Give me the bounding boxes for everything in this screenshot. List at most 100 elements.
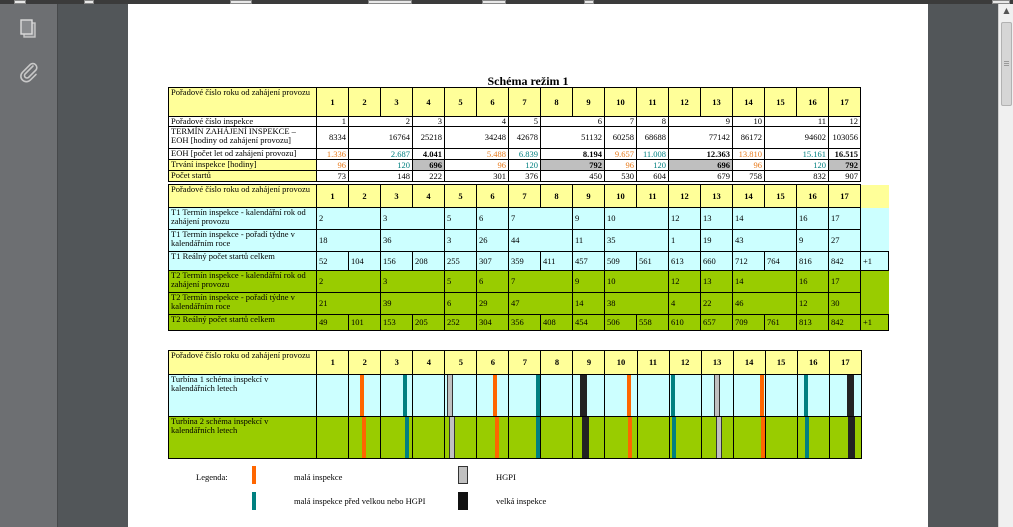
- minor-inspection-marker: [360, 375, 365, 416]
- table-cell: 12: [796, 292, 829, 315]
- table-cell: 96: [604, 159, 637, 171]
- table-cell: 44: [508, 229, 573, 252]
- year-cell: [732, 374, 766, 417]
- table-cell: 16.515: [828, 148, 861, 160]
- table-row: Trvání inspekce [hodiny] 96 120 696 96 120 79…: [168, 159, 861, 171]
- turbine-schema-table: Pořadové číslo roku od zahájení provozu …: [167, 350, 863, 459]
- table-cell: 509: [604, 251, 637, 271]
- year-header-cell: 16: [796, 184, 829, 208]
- scrollbar-thumb[interactable]: [1001, 22, 1012, 106]
- year-header-cell: 4: [412, 87, 445, 117]
- table-cell: 792: [540, 159, 605, 171]
- row-label: Pořadové číslo inspekce: [168, 116, 317, 127]
- minor-before-major-marker: [403, 375, 408, 416]
- table-cell: 9.657: [604, 148, 637, 160]
- table-cell: 4: [668, 292, 701, 315]
- table-cell: 530: [604, 170, 637, 182]
- year-header-cell: 8: [540, 184, 573, 208]
- year-header-cell: 4: [412, 350, 446, 375]
- year-header-cell: 1: [316, 184, 349, 208]
- page-number-input[interactable]: [230, 0, 252, 4]
- table-cell: +1: [860, 251, 889, 271]
- table-cell: 11: [764, 116, 829, 127]
- viewer-background: [928, 4, 998, 527]
- year-header-cell: 13: [700, 87, 733, 117]
- year-header-cell: 15: [764, 184, 797, 208]
- year-header-cell: 13: [700, 350, 734, 375]
- table-cell: 43: [732, 229, 797, 252]
- table-cell: 120: [508, 159, 541, 171]
- year-cell: [668, 374, 702, 417]
- table-cell: 6.839: [508, 148, 541, 160]
- table-cell: 5: [444, 207, 477, 230]
- hgpi-marker: [449, 417, 456, 458]
- viewer-background: [59, 4, 128, 527]
- toolbar-button[interactable]: [584, 0, 594, 4]
- paperclip-icon[interactable]: [17, 60, 41, 84]
- table-cell: 14: [732, 207, 797, 230]
- year-header-cell: 1: [316, 350, 350, 375]
- table-cell: 77142: [668, 126, 733, 149]
- table-cell: 60258: [604, 126, 637, 149]
- table-cell: 561: [636, 251, 669, 271]
- year-header-cell: 7: [508, 350, 542, 375]
- table-cell: 11: [572, 229, 605, 252]
- table-cell: 51132: [540, 126, 605, 149]
- table-cell: 86172: [732, 126, 765, 149]
- legend-label-hgpi: HGPI: [496, 472, 516, 482]
- hgpi-marker: [713, 375, 720, 416]
- table-cell: 29: [476, 292, 509, 315]
- table-cell: 208: [412, 251, 445, 271]
- grip-line: [1004, 61, 1009, 62]
- toolbar-button[interactable]: [482, 0, 506, 4]
- hgpi-marker: [447, 375, 454, 416]
- table-cell: 148: [348, 170, 413, 182]
- table-cell: 73: [316, 170, 349, 182]
- scroll-up-arrow-icon[interactable]: ▲: [1003, 6, 1010, 15]
- table-cell: 3: [412, 116, 445, 127]
- table-cell: 19: [700, 229, 733, 252]
- table-cell: 94602: [764, 126, 829, 149]
- table-cell: 816: [796, 251, 829, 271]
- table-cell: 96: [732, 159, 765, 171]
- major-inspection-marker: [582, 417, 590, 458]
- minor-inspection-marker: [760, 417, 765, 458]
- toolbar-button[interactable]: [14, 0, 26, 4]
- turbine-terms-table: Pořadové číslo roku od zahájení provozu …: [168, 184, 889, 331]
- vertical-scrollbar[interactable]: ▲: [998, 4, 1013, 527]
- row-label: Turbína 2 schéma inspekcí v kalendářních…: [167, 416, 318, 459]
- table-cell: 14: [732, 270, 797, 293]
- year-header-cell: 8: [540, 87, 573, 117]
- table-cell: 1.336: [316, 148, 349, 160]
- empty-cell: [861, 185, 889, 208]
- table-cell: 4: [444, 116, 509, 127]
- row-label: Pořadové číslo roku od zahájení provozu: [167, 350, 318, 375]
- table-cell: 25218: [412, 126, 445, 149]
- grip-line: [1004, 65, 1009, 66]
- table-cell: 6: [444, 292, 477, 315]
- table-cell: 304: [476, 314, 509, 331]
- year-header-cell: 17: [828, 184, 861, 208]
- toolbar-button[interactable]: [992, 0, 1010, 4]
- table-row: T1 Termín inspekce - kalendářní rok od z…: [168, 207, 889, 230]
- table-cell: 9: [668, 116, 733, 127]
- major-inspection-marker: [580, 375, 588, 416]
- pages-icon[interactable]: [17, 18, 41, 42]
- table-cell: 52: [316, 251, 349, 271]
- table-cell: 153: [380, 314, 413, 331]
- inspection-schedule-table: Pořadové číslo roku od zahájení provozu …: [168, 87, 861, 182]
- year-cell: [316, 416, 350, 459]
- table-cell: 47: [508, 292, 573, 315]
- year-header-cell: 5: [444, 87, 477, 117]
- year-header-cell: 4: [412, 184, 445, 208]
- toolbar-button[interactable]: [84, 0, 94, 4]
- table-cell: 18: [316, 229, 381, 252]
- table-cell: 104: [348, 251, 381, 271]
- year-cell: [572, 374, 606, 417]
- zoom-input[interactable]: [368, 0, 412, 4]
- document-page: Schéma režim 1 Pořadové číslo roku od za…: [128, 4, 928, 527]
- year-header-cell: 16: [796, 350, 830, 375]
- table-cell: 307: [476, 251, 509, 271]
- row-label: T1 Termín inspekce - kalendářní rok od z…: [168, 207, 317, 230]
- row-label: T1 Reálný počet startů celkem: [168, 251, 317, 271]
